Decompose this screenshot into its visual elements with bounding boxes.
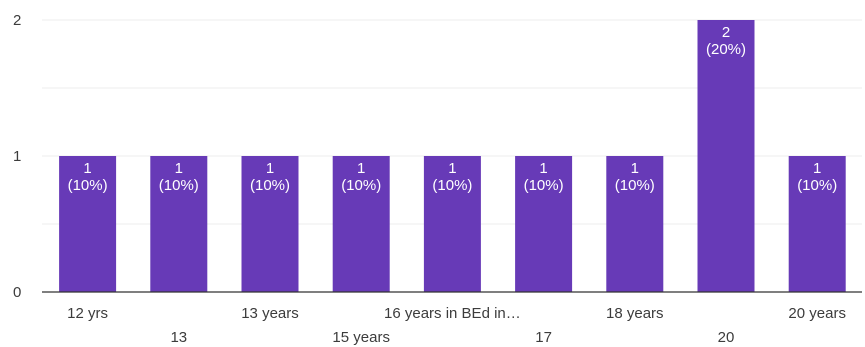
bar[interactable] xyxy=(606,156,664,292)
bar[interactable] xyxy=(697,20,755,292)
bar-data-label: 1 (10%) xyxy=(341,160,381,194)
bar-data-label: 1 (10%) xyxy=(615,160,655,194)
bar-data-label: 2 (20%) xyxy=(706,24,746,58)
bar-data-label: 1 (10%) xyxy=(524,160,564,194)
bar[interactable] xyxy=(423,156,481,292)
bar[interactable] xyxy=(150,156,208,292)
x-tick-label: 13 years xyxy=(241,305,299,322)
bar-data-label: 1 (10%) xyxy=(797,160,837,194)
bars xyxy=(59,20,846,292)
x-tick-label: 12 yrs xyxy=(67,305,108,322)
data-labels: 1 (10%) 1 (10%) 1 (10%) 1 (10%) 1 (10%) 1 (10%) 1 (10… xyxy=(68,24,838,194)
x-axis-ticks: 12 yrs 13 13 years 15 years 16 years in BEd … xyxy=(67,305,846,346)
bar-data-label: 1 (10%) xyxy=(68,160,108,194)
x-tick-label: 15 years xyxy=(332,329,390,346)
x-tick-label: 16 years in BEd in… xyxy=(384,305,521,322)
y-tick-label: 0 xyxy=(13,284,21,301)
bar[interactable] xyxy=(515,156,573,292)
bar[interactable] xyxy=(59,156,117,292)
x-tick-label: 17 xyxy=(535,329,552,346)
x-tick-label: 20 xyxy=(718,329,735,346)
y-tick-label: 1 xyxy=(13,148,21,165)
x-tick-label: 18 years xyxy=(606,305,664,322)
bar-data-label: 1 (10%) xyxy=(159,160,199,194)
bar[interactable] xyxy=(332,156,390,292)
bar-data-label: 1 (10%) xyxy=(250,160,290,194)
y-axis-ticks: 0 1 2 xyxy=(13,12,21,301)
bar-data-label: 1 (10%) xyxy=(432,160,472,194)
x-tick-label: 20 years xyxy=(788,305,846,322)
bar[interactable] xyxy=(788,156,846,292)
y-tick-label: 2 xyxy=(13,12,21,29)
bar[interactable] xyxy=(241,156,299,292)
x-tick-label: 13 xyxy=(170,329,187,346)
